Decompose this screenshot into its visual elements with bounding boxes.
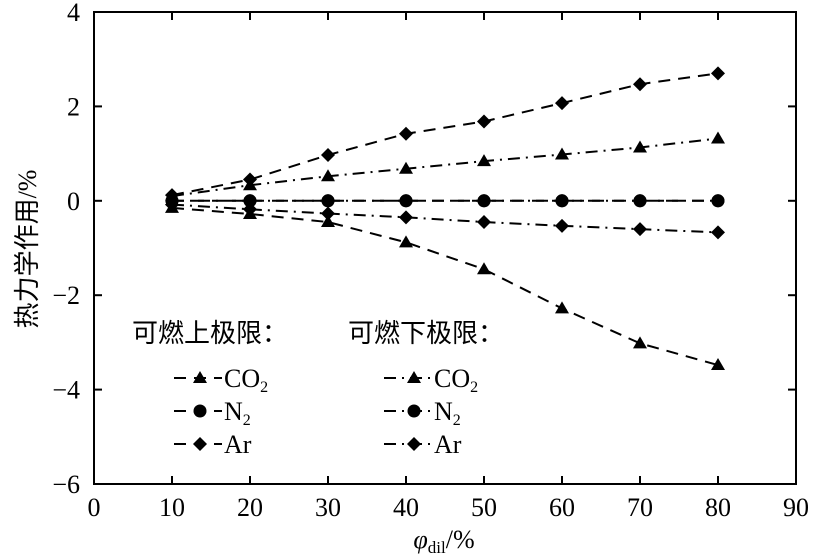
series-dashed-co2 (165, 200, 725, 371)
data-point (165, 197, 179, 212)
data-point (399, 161, 413, 174)
data-point (711, 66, 725, 81)
legend-marker (407, 371, 421, 383)
y-tick-label: −4 (52, 376, 80, 405)
legend-group-title: 可燃上极限： (132, 319, 288, 349)
legend-marker (193, 437, 207, 451)
data-point (711, 358, 725, 371)
data-point (399, 235, 413, 248)
y-tick-label: 4 (67, 0, 80, 27)
x-tick-label: 30 (315, 493, 341, 522)
data-point (555, 218, 569, 233)
legend-group-title: 可燃下极限： (348, 319, 504, 349)
x-tick-label: 50 (471, 493, 497, 522)
legend-item: N2 (174, 397, 251, 429)
data-point (633, 336, 647, 349)
data-point (243, 194, 257, 208)
legend-item: CO2 (384, 364, 478, 396)
data-point (321, 206, 335, 221)
axes-layer: 0 10 20 30 40 50 60 70 80 90 −6 −4 −2 0 2 4 (52, 0, 809, 522)
legend-marker (407, 437, 421, 451)
series-dashdot-co2 (165, 131, 725, 202)
data-point (555, 147, 569, 160)
data-point (477, 154, 491, 167)
x-tick-label: 90 (783, 493, 809, 522)
legend-item: N2 (384, 397, 461, 429)
y-tick-label: 2 (67, 92, 80, 121)
data-point (399, 210, 413, 225)
series-line (171, 206, 719, 367)
data-point (321, 215, 335, 228)
x-tick-label: 40 (393, 493, 419, 522)
x-tick-label: 70 (627, 493, 653, 522)
y-axis-label: 热力学作用/% (13, 170, 42, 329)
series-line (171, 72, 719, 197)
legend-label: N2 (434, 397, 461, 429)
legend-label: CO2 (224, 364, 268, 396)
data-point (633, 77, 647, 92)
x-tick-label: 0 (88, 493, 101, 522)
legend-label: Ar (434, 430, 462, 459)
x-tick-label: 10 (159, 493, 185, 522)
series-layer (165, 66, 725, 371)
legend-label: N2 (224, 397, 251, 429)
data-point (477, 114, 491, 129)
legend-item: Ar (384, 430, 462, 459)
data-point (243, 202, 257, 217)
data-point (399, 126, 413, 141)
data-point (321, 169, 335, 182)
y-tick-label: 0 (67, 187, 80, 216)
data-point (399, 194, 413, 208)
data-point (633, 222, 647, 237)
data-point (321, 148, 335, 163)
data-point (477, 215, 491, 230)
legend-item: CO2 (174, 364, 268, 396)
legend-marker (407, 404, 421, 418)
x-tick-label: 20 (237, 493, 263, 522)
data-point (633, 140, 647, 153)
y-tick-label: −6 (52, 470, 80, 499)
x-axis-label: φdil/% (413, 525, 474, 557)
data-point (555, 96, 569, 111)
legend-label: Ar (224, 430, 252, 459)
data-point (711, 194, 725, 208)
y-tick-label: −2 (52, 281, 80, 310)
plot-frame (93, 11, 797, 485)
data-point (711, 225, 725, 240)
legend-marker (193, 371, 207, 383)
data-point (555, 301, 569, 314)
data-point (711, 131, 725, 144)
data-point (477, 194, 491, 208)
data-point (243, 178, 257, 191)
legend-label: CO2 (434, 364, 478, 396)
x-tick-label: 80 (705, 493, 731, 522)
data-point (555, 194, 569, 208)
legend-item: Ar (174, 430, 252, 459)
x-tick-label: 60 (549, 493, 575, 522)
data-point (321, 194, 335, 208)
data-point (633, 194, 647, 208)
data-point (477, 262, 491, 275)
legend-marker (193, 404, 207, 418)
series-dashdot-ar (165, 197, 725, 240)
